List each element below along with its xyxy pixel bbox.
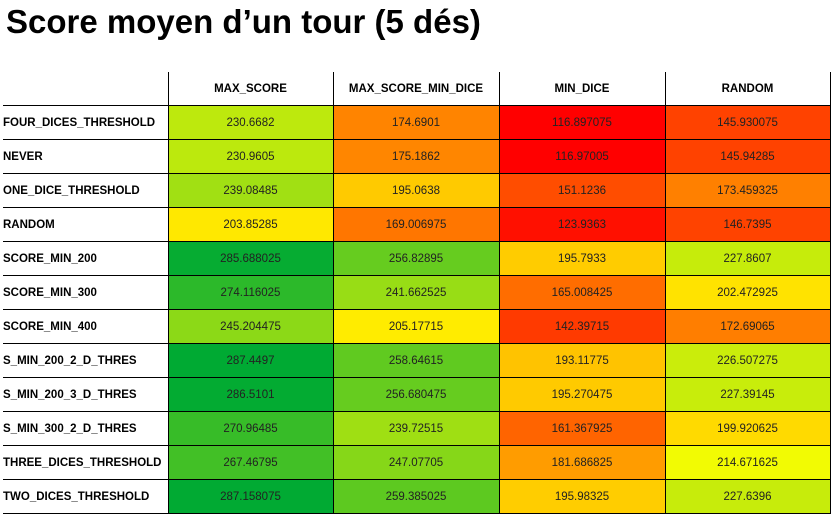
table-row: S_MIN_200_2_D_THRES 287.4497 258.64615 193.…	[3, 343, 831, 378]
heatmap-cell: 230.6682	[168, 105, 334, 140]
heatmap-cell: 226.507275	[665, 343, 831, 378]
corner-cell	[3, 72, 169, 106]
row-label: SCORE_MIN_400	[3, 309, 169, 344]
heatmap-cell: 287.4497	[168, 343, 334, 378]
row-label: SCORE_MIN_300	[3, 275, 169, 310]
heatmap-cell: 195.270475	[499, 377, 666, 412]
heatmap-cell: 241.662525	[333, 275, 500, 310]
table-row: S_MIN_200_3_D_THRES 286.5101 256.680475 195…	[3, 377, 831, 412]
heatmap-cell: 256.82895	[333, 241, 500, 276]
table-row: SCORE_MIN_400 245.204475 205.17715 142.3971…	[3, 309, 831, 344]
heatmap-cell: 145.94285	[665, 139, 831, 174]
row-label: RANDOM	[3, 207, 169, 242]
row-label: S_MIN_300_2_D_THRES	[3, 411, 169, 446]
score-heatmap-table: MAX_SCORE MAX_SCORE_MIN_DICE MIN_DICE RA…	[3, 72, 831, 514]
table-row: SCORE_MIN_300 274.116025 241.662525 165.008…	[3, 275, 831, 310]
heatmap-cell: 258.64615	[333, 343, 500, 378]
heatmap-cell: 287.158075	[168, 479, 334, 514]
heatmap-cell: 245.204475	[168, 309, 334, 344]
heatmap-cell: 230.9605	[168, 139, 334, 174]
heatmap-cell: 256.680475	[333, 377, 500, 412]
heatmap-cell: 205.17715	[333, 309, 500, 344]
heatmap-cell: 270.96485	[168, 411, 334, 446]
heatmap-cell: 227.39145	[665, 377, 831, 412]
heatmap-cell: 239.08485	[168, 173, 334, 208]
row-label: S_MIN_200_2_D_THRES	[3, 343, 169, 378]
heatmap-cell: 199.920625	[665, 411, 831, 446]
heatmap-cell: 239.72515	[333, 411, 500, 446]
heatmap-cell: 193.11775	[499, 343, 666, 378]
heatmap-cell: 165.008425	[499, 275, 666, 310]
row-label: SCORE_MIN_200	[3, 241, 169, 276]
table-row: RANDOM 203.85285 169.006975 123.9363 146.739…	[3, 207, 831, 242]
heatmap-cell: 203.85285	[168, 207, 334, 242]
table-row: THREE_DICES_THRESHOLD 267.46795 247.07705 1…	[3, 445, 831, 480]
row-label: TWO_DICES_THRESHOLD	[3, 479, 169, 514]
column-header: MIN_DICE	[498, 72, 666, 106]
heatmap-cell: 286.5101	[168, 377, 334, 412]
row-label: NEVER	[3, 139, 169, 174]
heatmap-cell: 123.9363	[499, 207, 666, 242]
row-label: S_MIN_200_3_D_THRES	[3, 377, 169, 412]
header-row: MAX_SCORE MAX_SCORE_MIN_DICE MIN_DICE RA…	[3, 72, 831, 106]
row-label: FOUR_DICES_THRESHOLD	[3, 105, 169, 140]
heatmap-cell: 274.116025	[168, 275, 334, 310]
column-header: RANDOM	[664, 72, 831, 106]
heatmap-cell: 116.97005	[499, 139, 666, 174]
heatmap-cell: 145.930075	[665, 105, 831, 140]
heatmap-cell: 259.385025	[333, 479, 500, 514]
heatmap-cell: 173.459325	[665, 173, 831, 208]
chart-title: Score moyen d’un tour (5 dés)	[6, 3, 481, 40]
heatmap-cell: 151.1236	[499, 173, 666, 208]
table-row: S_MIN_300_2_D_THRES 270.96485 239.72515 161…	[3, 411, 831, 446]
heatmap-cell: 267.46795	[168, 445, 334, 480]
heatmap-cell: 195.0638	[333, 173, 500, 208]
row-label: THREE_DICES_THRESHOLD	[3, 445, 169, 480]
heatmap-cell: 202.472925	[665, 275, 831, 310]
table-row: NEVER 230.9605 175.1862 116.97005 145.94285	[3, 139, 831, 174]
heatmap-cell: 285.688025	[168, 241, 334, 276]
heatmap-cell: 181.686825	[499, 445, 666, 480]
table-row: ONE_DICE_THRESHOLD 239.08485 195.0638 151.1…	[3, 173, 831, 208]
heatmap-cell: 214.671625	[665, 445, 831, 480]
table-row: FOUR_DICES_THRESHOLD 230.6682 174.6901 116.…	[3, 105, 831, 140]
heatmap-cell: 227.8607	[665, 241, 831, 276]
heatmap-body: FOUR_DICES_THRESHOLD 230.6682 174.6901 116.…	[3, 105, 831, 514]
heatmap-cell: 247.07705	[333, 445, 500, 480]
heatmap-cell: 175.1862	[333, 139, 500, 174]
heatmap-cell: 227.6396	[665, 479, 831, 514]
table-row: TWO_DICES_THRESHOLD 287.158075 259.385025 1…	[3, 479, 831, 514]
heatmap-cell: 146.7395	[665, 207, 831, 242]
heatmap-cell: 172.69065	[665, 309, 831, 344]
heatmap-cell: 195.98325	[499, 479, 666, 514]
column-header: MAX_SCORE_MIN_DICE	[332, 72, 500, 106]
heatmap-cell: 174.6901	[333, 105, 500, 140]
heatmap-cell: 161.367925	[499, 411, 666, 446]
heatmap-cell: 195.7933	[499, 241, 666, 276]
column-header: MAX_SCORE	[167, 72, 334, 106]
heatmap-cell: 142.39715	[499, 309, 666, 344]
heatmap-cell: 169.006975	[333, 207, 500, 242]
table-row: SCORE_MIN_200 285.688025 256.82895 195.7933…	[3, 241, 831, 276]
heatmap-cell: 116.897075	[499, 105, 666, 140]
row-label: ONE_DICE_THRESHOLD	[3, 173, 169, 208]
